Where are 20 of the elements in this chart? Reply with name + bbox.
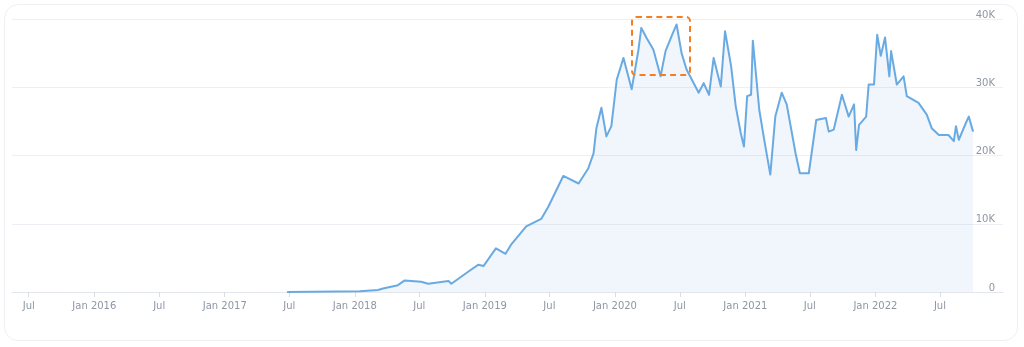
x-tick-label: Jan 2016 — [71, 299, 117, 311]
y-tick-label: 30K — [975, 76, 996, 88]
y-tick-label: 40K — [975, 8, 996, 20]
x-tick-label: Jul — [412, 299, 426, 311]
x-tick-label: Jan 2022 — [852, 299, 898, 311]
x-tick-label: Jan 2021 — [722, 299, 768, 311]
x-tick-label: Jul — [152, 299, 166, 311]
x-tick-label: Jul — [672, 299, 686, 311]
y-tick-label: 20K — [975, 145, 996, 156]
x-tick-label: Jul — [932, 299, 946, 311]
x-tick-label: Jul — [282, 299, 296, 311]
y-tick-label: 10K — [975, 213, 996, 225]
x-tick-label: Jan 2019 — [461, 299, 507, 311]
x-tick-label: Jul — [21, 299, 35, 311]
x-tick-label: Jul — [542, 299, 556, 311]
x-tick-label: Jan 2020 — [591, 299, 637, 311]
x-tick-label: Jul — [802, 299, 816, 311]
x-tick-label: Jan 2018 — [331, 299, 377, 311]
x-tick-label: Jan 2017 — [201, 299, 247, 311]
y-tick-label: 0 — [988, 281, 995, 293]
